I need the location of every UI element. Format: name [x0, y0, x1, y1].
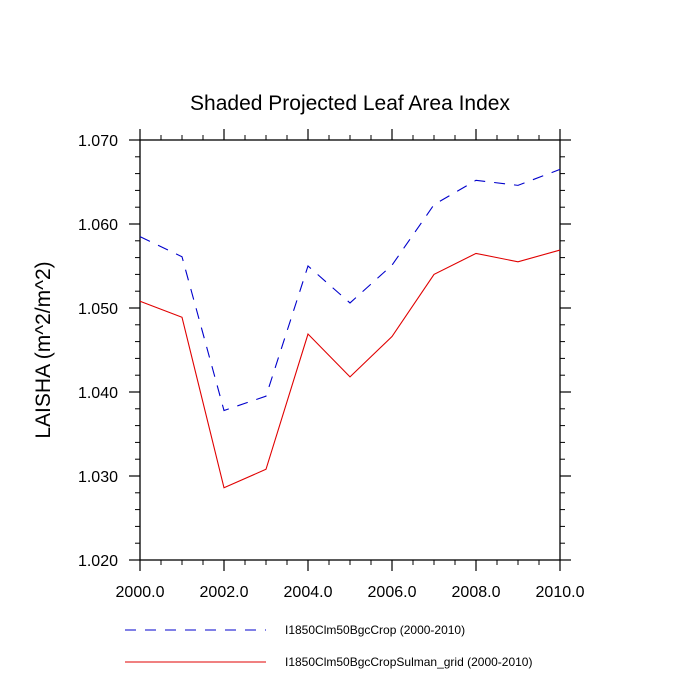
- y-tick-label: 1.050: [78, 301, 118, 318]
- y-tick-label: 1.040: [78, 385, 118, 402]
- legend-label-1: I1850Clm50BgcCrop (2000-2010): [285, 623, 465, 637]
- x-tick-label: 2004.0: [284, 584, 333, 601]
- x-tick-label: 2010.0: [536, 584, 585, 601]
- series-lines: [139, 168, 561, 489]
- x-tick-label: 2000.0: [116, 584, 165, 601]
- plot-frame: [139, 139, 561, 561]
- x-tick-label: 2008.0: [452, 584, 501, 601]
- y-tick-label: 1.070: [78, 133, 118, 150]
- y-tick-label: 1.020: [78, 553, 118, 570]
- y-tick-label: 1.030: [78, 469, 118, 486]
- axis-ticks: [129, 129, 571, 571]
- x-tick-label: 2006.0: [368, 584, 417, 601]
- legend-label-2: I1850Clm50BgcCropSulman_grid (2000-2010): [285, 655, 532, 669]
- legend: I1850Clm50BgcCrop (2000-2010) I1850Clm50B…: [125, 623, 532, 669]
- chart-title: Shaded Projected Leaf Area Index: [190, 92, 510, 115]
- series-line-1: [139, 168, 561, 412]
- series-line-2: [139, 249, 561, 489]
- y-axis-label: LAISHA (m^2/m^2): [32, 261, 55, 438]
- axis-tick-labels: 2000.0 2002.0 2004.0 2006.0 2008.0 2010.0 1.02…: [78, 133, 585, 601]
- y-tick-label: 1.060: [78, 217, 118, 234]
- x-tick-label: 2002.0: [200, 584, 249, 601]
